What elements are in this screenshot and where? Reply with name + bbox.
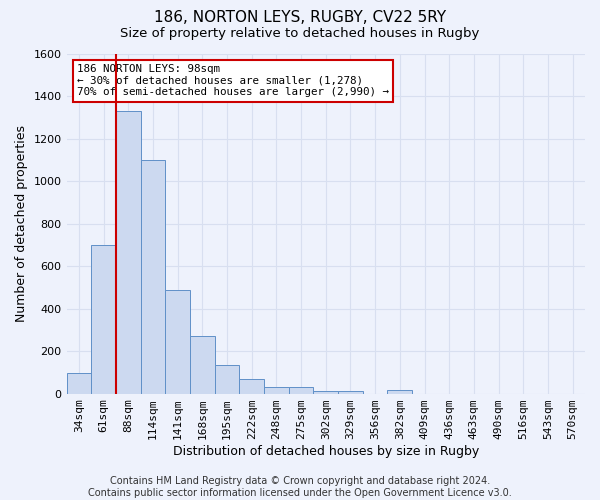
Text: Size of property relative to detached houses in Rugby: Size of property relative to detached ho…	[121, 28, 479, 40]
Bar	[190, 336, 215, 394]
Bar	[140, 160, 165, 394]
X-axis label: Distribution of detached houses by size in Rugby: Distribution of detached houses by size …	[173, 444, 479, 458]
Bar	[264, 387, 289, 394]
Bar	[338, 392, 363, 394]
Text: 186 NORTON LEYS: 98sqm
← 30% of detached houses are smaller (1,278)
70% of semi-: 186 NORTON LEYS: 98sqm ← 30% of detached…	[77, 64, 389, 98]
Bar	[91, 245, 116, 394]
Text: Contains HM Land Registry data © Crown copyright and database right 2024.
Contai: Contains HM Land Registry data © Crown c…	[88, 476, 512, 498]
Bar	[116, 112, 140, 394]
Text: 186, NORTON LEYS, RUGBY, CV22 5RY: 186, NORTON LEYS, RUGBY, CV22 5RY	[154, 10, 446, 25]
Bar	[313, 392, 338, 394]
Bar	[67, 374, 91, 394]
Bar	[215, 365, 239, 394]
Bar	[239, 378, 264, 394]
Bar	[289, 387, 313, 394]
Bar	[388, 390, 412, 394]
Y-axis label: Number of detached properties: Number of detached properties	[15, 126, 28, 322]
Bar	[165, 290, 190, 394]
